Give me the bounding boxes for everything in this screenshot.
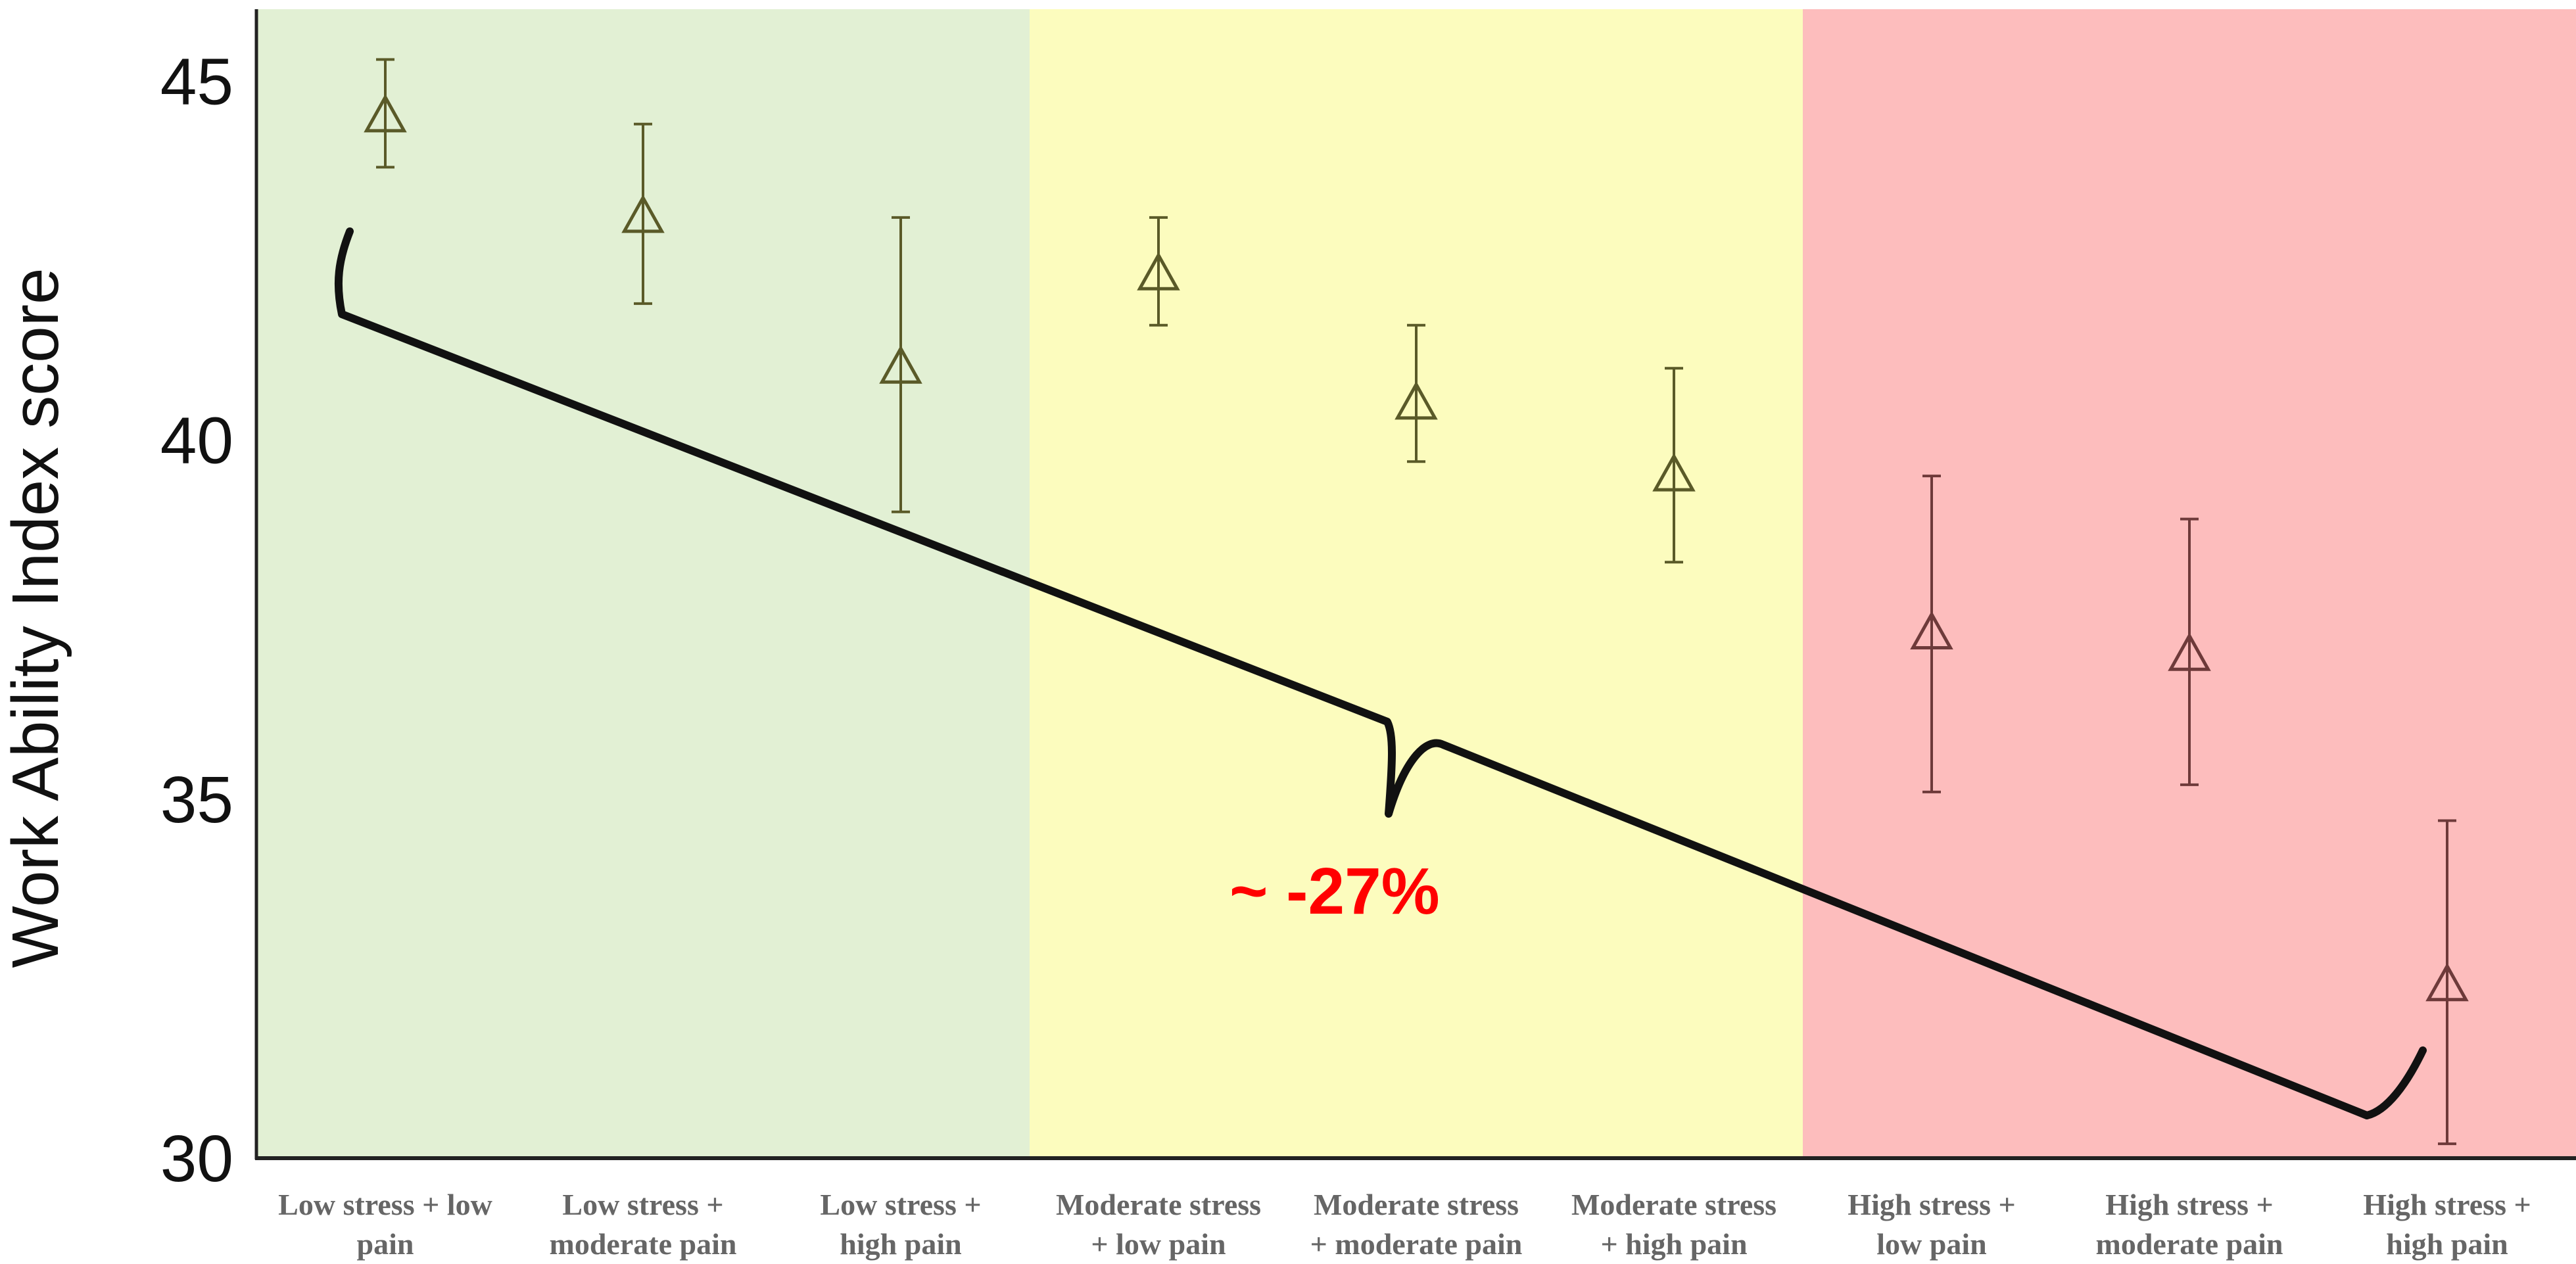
triangle-marker — [2168, 632, 2211, 671]
decline-brace — [334, 227, 2427, 1119]
y-tick-label: 40 — [160, 404, 233, 478]
data-point — [1137, 216, 1180, 327]
x-tick-label: Low stress + moderate pain — [550, 1188, 737, 1261]
data-point — [1652, 367, 1696, 564]
x-tick-label: High stress + low pain — [1848, 1188, 2015, 1261]
x-tick-label: Moderate stress + high pain — [1571, 1188, 1777, 1261]
data-point — [1910, 475, 1953, 793]
data-point — [364, 58, 407, 169]
triangle-marker — [1137, 252, 1180, 291]
axes — [254, 9, 2576, 1160]
x-tick-label: Low stress + low pain — [278, 1188, 492, 1261]
data-point — [2168, 517, 2211, 786]
y-tick-labels: 30 35 40 45 — [160, 45, 233, 1196]
y-axis-label: Work Ability Index score — [0, 268, 72, 968]
data-point — [2425, 819, 2469, 1146]
stress-bands — [256, 9, 2576, 1158]
decline-annotation: ~ -27% — [1229, 854, 1440, 928]
data-points — [364, 58, 2469, 1146]
stress-band-1 — [1030, 9, 1803, 1158]
data-point — [879, 216, 922, 513]
triangle-marker — [1652, 453, 1696, 492]
x-tick-label: Low stress + high pain — [820, 1188, 981, 1261]
triangle-marker — [879, 345, 922, 384]
y-tick-label: 35 — [160, 763, 233, 837]
data-point — [1395, 323, 1438, 463]
triangle-marker — [1910, 611, 1953, 649]
triangle-marker — [621, 194, 665, 233]
triangle-marker — [2425, 962, 2469, 1002]
x-tick-label: High stress + high pain — [2363, 1188, 2531, 1261]
x-tick-label: Moderate stress + moderate pain — [1310, 1188, 1523, 1261]
y-tick-label: 45 — [160, 45, 233, 118]
x-tick-label: High stress + moderate pain — [2096, 1188, 2283, 1261]
data-point — [621, 122, 665, 305]
x-tick-labels: Low stress + low pain Low stress + moderate… — [278, 1188, 2531, 1261]
triangle-marker — [364, 93, 407, 133]
triangle-marker — [1395, 381, 1438, 420]
x-tick-label: Moderate stress + low pain — [1056, 1188, 1261, 1261]
y-tick-label: 30 — [160, 1122, 233, 1196]
